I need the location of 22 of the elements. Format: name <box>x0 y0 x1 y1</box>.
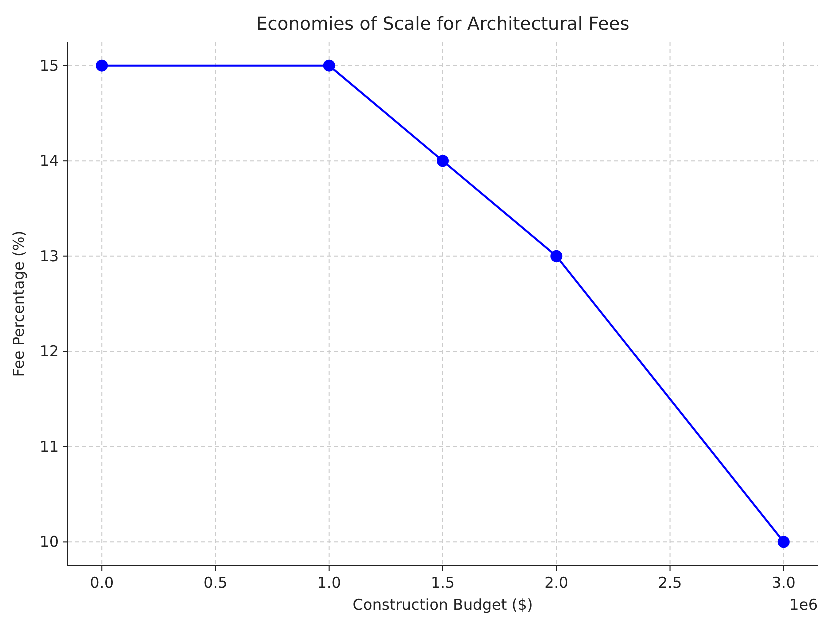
point <box>437 155 449 168</box>
y-tick-label: 11 <box>40 438 59 456</box>
text: 1e6 <box>790 596 818 614</box>
x-tick-label: 2.0 <box>544 574 569 592</box>
y-tick-label: 15 <box>40 56 59 75</box>
x-tick-label: 1.5 <box>431 574 455 592</box>
x-tick-label: 0.0 <box>90 574 114 592</box>
x-tick-label: 1.0 <box>317 574 342 592</box>
x-axis-title: Construction Budget ($) <box>352 596 534 614</box>
x-tick-label: 2.5 <box>658 574 682 592</box>
y-tick-label: 12 <box>40 342 59 361</box>
point <box>550 250 563 262</box>
point <box>323 60 336 72</box>
y-tick-label: 10 <box>40 533 59 552</box>
chart-title: Economies of Scale for Architectural Fees <box>256 14 630 35</box>
point <box>96 60 108 72</box>
y-tick-label: 14 <box>40 152 59 170</box>
x-tick-label: 3.0 <box>772 574 796 592</box>
x-tick-label: 0.5 <box>204 574 228 592</box>
y-tick-label: 13 <box>40 247 59 266</box>
point <box>778 536 790 548</box>
y-axis-title: Fee Percentage (%) <box>10 230 28 378</box>
